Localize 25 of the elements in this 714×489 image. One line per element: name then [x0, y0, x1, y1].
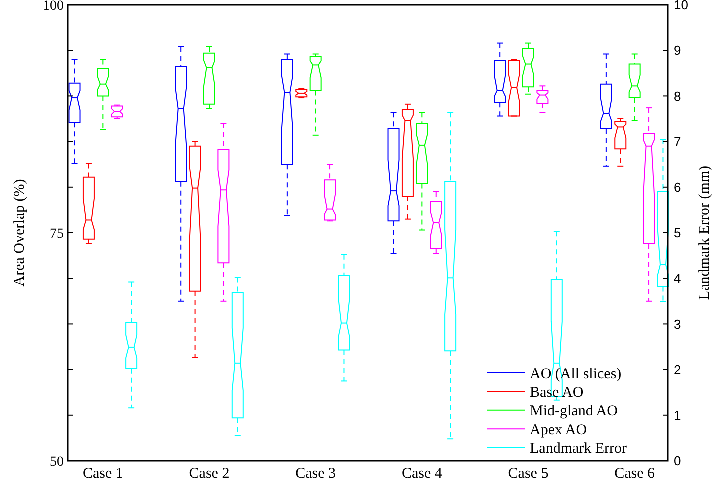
x-tick-label: Case 3: [296, 466, 336, 482]
y2-tick-label: 3: [674, 316, 682, 332]
y2-tick-label: 2: [674, 362, 682, 378]
y-tick-label: 100: [43, 0, 64, 14]
x-tick-label: Case 4: [402, 466, 443, 482]
x-tick-label: Case 5: [508, 466, 549, 482]
y2-tick-label: 6: [674, 180, 682, 195]
y2-tick-label: 8: [674, 88, 682, 104]
y2-tick-label: 9: [674, 43, 682, 58]
x-tick-label: Case 1: [82, 466, 124, 482]
y-tick-label: 50: [50, 454, 64, 470]
legend-label: Landmark Error: [530, 441, 628, 458]
y-axis-title: Area Overlap (%): [12, 179, 28, 287]
y2-tick-label: 10: [674, 0, 688, 13]
y2-tick-label: 7: [674, 134, 682, 150]
y2-tick-label: 1: [674, 408, 682, 423]
y2-tick-label: 5: [674, 226, 682, 241]
x-tick-label: Case 2: [189, 466, 230, 482]
legend-label: Apex AO: [530, 422, 588, 438]
y-tick-label: 75: [50, 226, 64, 242]
y2-tick-label: 4: [674, 271, 682, 286]
y2-tick-label: 0: [674, 454, 682, 469]
x-tick-label: Case 6: [614, 466, 656, 482]
y2-axis-title: Landmark Error (mm): [697, 166, 713, 300]
legend-label: Mid-gland AO: [530, 404, 618, 420]
